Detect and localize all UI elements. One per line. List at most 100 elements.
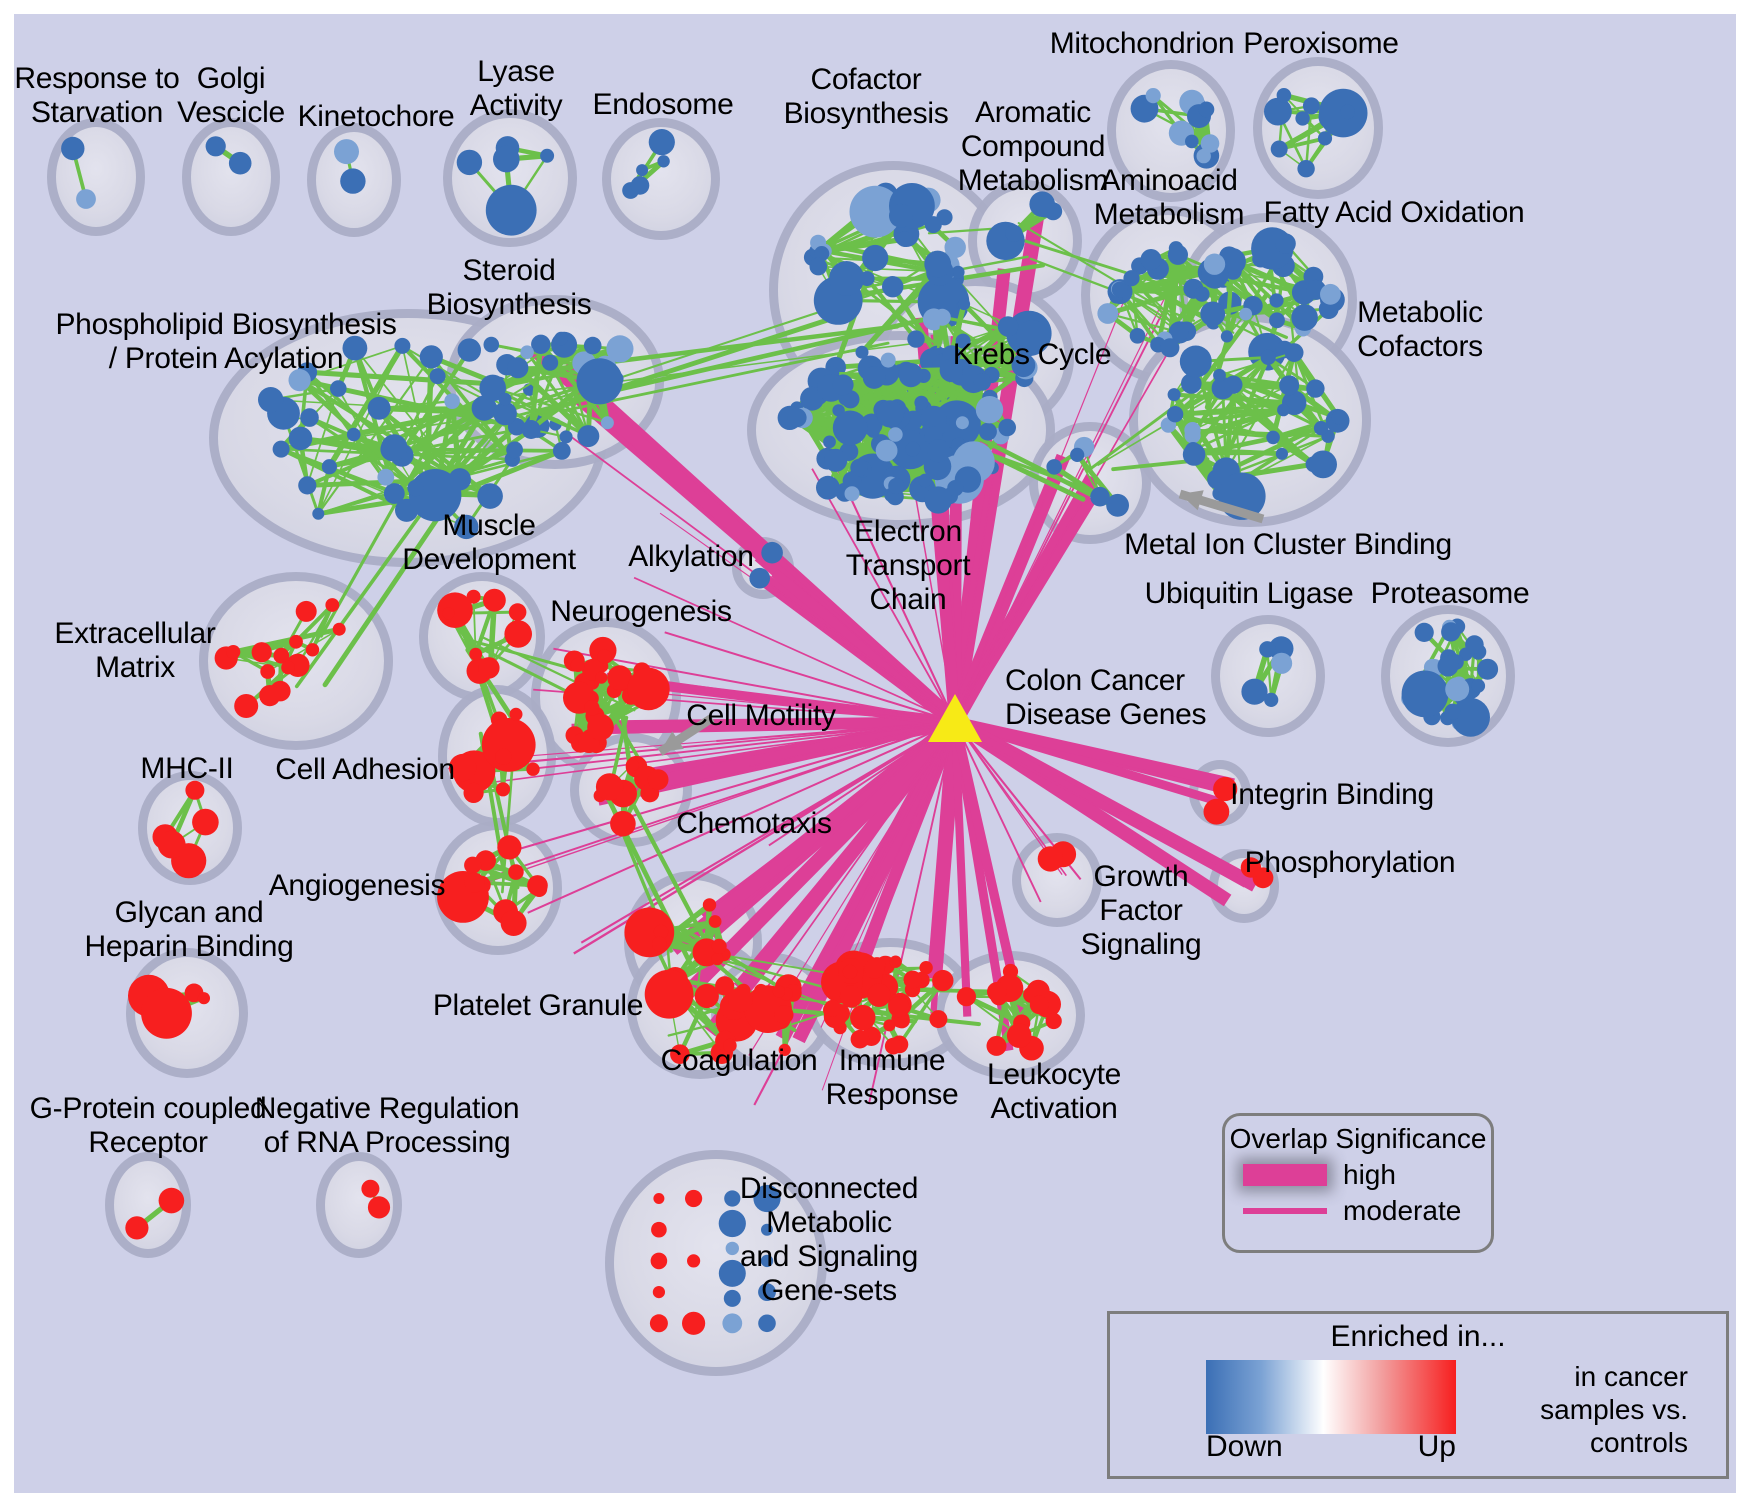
gene-set-node: [1465, 635, 1484, 654]
colon-cancer-hub-triangle[interactable]: [928, 694, 982, 742]
gene-set-node: [259, 685, 281, 707]
hub-edge: [527, 721, 956, 914]
moderate-significance-swatch: [1243, 1208, 1327, 1214]
gene-set-node: [761, 541, 783, 564]
gene-set-node: [552, 442, 571, 460]
gene-set-node: [975, 396, 1004, 424]
cluster-leukocyte-activation: [956, 963, 1062, 1061]
cluster-mitochondrion: [1130, 88, 1220, 169]
gene-set-node: [497, 835, 522, 860]
gene-set-node: [367, 396, 391, 420]
gene-set-node: [850, 458, 868, 477]
gene-set-node: [888, 996, 910, 1018]
gene-set-node: [957, 298, 971, 311]
gene-set-node: [298, 476, 317, 495]
gene-set-node: [500, 910, 527, 936]
gene-set-node: [905, 441, 921, 457]
gene-set-node: [342, 335, 368, 361]
gene-set-node: [508, 603, 527, 621]
gene-set-node: [76, 189, 96, 209]
gene-set-node: [889, 955, 902, 968]
gene-set-node: [685, 1189, 703, 1208]
hub-edge: [954, 271, 1184, 723]
gene-set-node: [559, 430, 573, 444]
gene-set-node: [888, 427, 903, 442]
gene-set-node: [457, 338, 481, 362]
hub-node[interactable]: [928, 694, 982, 742]
gene-set-node: [295, 600, 317, 622]
cluster-halo-golgi-vescicle: [182, 118, 280, 236]
gene-set-node: [192, 808, 219, 836]
gene-set-node: [650, 1252, 668, 1270]
gene-set-node: [587, 713, 614, 741]
gene-set-node: [932, 969, 954, 992]
gene-set-node: [1239, 307, 1253, 321]
gene-set-node: [498, 392, 512, 406]
gene-set-node: [1213, 368, 1226, 382]
gene-set-node: [205, 136, 226, 157]
gene-set-node: [381, 434, 408, 461]
hub-edge: [471, 721, 956, 786]
gene-set-node: [273, 647, 290, 664]
hub-edge: [867, 721, 956, 1105]
gene-set-node: [600, 416, 614, 430]
cluster-phospholipid-biosynthesis: [258, 335, 571, 540]
gene-set-node: [367, 1196, 391, 1219]
gene-set-node: [723, 1038, 737, 1053]
pointer-arrows: [657, 489, 1265, 756]
gene-set-node: [862, 244, 889, 272]
gene-set-node: [289, 634, 303, 649]
gene-set-node: [226, 645, 241, 659]
gene-set-node: [481, 718, 536, 772]
gene-set-node: [649, 1314, 668, 1333]
gene-set-node: [1414, 622, 1434, 643]
gene-set-node: [1097, 303, 1119, 324]
gene-set-node: [1220, 330, 1233, 343]
gene-set-node: [281, 660, 295, 675]
gene-set-node: [471, 395, 497, 421]
cluster-mhc-ii: [152, 780, 219, 879]
gene-set-node: [1240, 857, 1262, 878]
gene-set-node: [1029, 191, 1055, 217]
gene-set-node: [1437, 655, 1459, 677]
gene-set-node: [997, 316, 1019, 337]
gene-set-node: [185, 780, 205, 800]
hub-edge: [811, 468, 956, 723]
gene-set-node: [929, 1010, 948, 1029]
hub-edge: [953, 716, 1235, 790]
gene-set-node: [1275, 447, 1288, 460]
hub-edge: [633, 576, 956, 723]
gene-set-node: [753, 1184, 781, 1213]
gene-set-node: [832, 374, 854, 396]
cluster-angiogenesis: [437, 835, 548, 936]
gene-set-node: [597, 649, 612, 664]
gene-set-node: [630, 176, 650, 195]
gene-set-node: [1471, 679, 1486, 693]
gene-set-node: [955, 333, 971, 349]
hub-edge: [448, 721, 956, 770]
cluster-ubiquitin-ligase: [1241, 636, 1294, 708]
enriched-legend-body: Down Up in cancer samples vs. controls: [1110, 1360, 1726, 1464]
gene-set-node: [325, 598, 340, 612]
gene-set-node: [454, 514, 479, 540]
gene-set-node: [340, 168, 366, 194]
gene-set-node: [973, 373, 992, 391]
cluster-metabolic-cofactors: [1160, 343, 1350, 520]
gene-set-node: [1140, 249, 1162, 270]
gene-set-node: [1320, 283, 1341, 305]
gene-set-node: [288, 426, 313, 451]
hub-edge: [630, 715, 957, 794]
gene-set-node: [778, 1043, 791, 1056]
gene-set-node: [1277, 403, 1290, 417]
gene-set-node: [651, 936, 667, 952]
gene-set-node: [570, 657, 586, 673]
gene-set-node: [944, 236, 966, 259]
gene-set-node: [521, 420, 541, 439]
hub-edge: [793, 580, 956, 723]
gene-set-node: [197, 992, 210, 1005]
cluster-proteasome: [1401, 618, 1499, 737]
gene-set-node: [595, 773, 624, 801]
gene-set-node: [864, 958, 885, 979]
overlap-legend-row-high: high: [1225, 1159, 1491, 1191]
